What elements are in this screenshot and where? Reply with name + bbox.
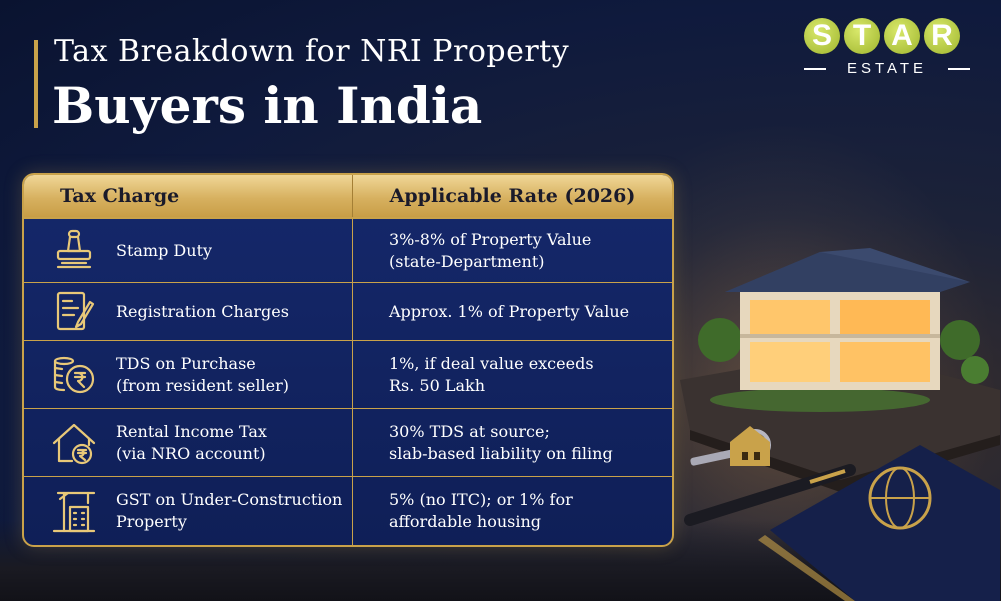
logo-letter: S bbox=[804, 18, 840, 54]
rupee-coins-icon bbox=[53, 356, 95, 393]
rate-text: (state-Department) bbox=[389, 251, 545, 271]
rate-text: Approx. 1% of Property Value bbox=[389, 301, 630, 321]
tax-charge-label: Registration Charges bbox=[116, 301, 289, 321]
house-rupee-icon bbox=[52, 423, 96, 464]
logo-letter: A bbox=[884, 18, 920, 54]
header-tax-charge: Tax Charge bbox=[24, 175, 353, 217]
rate-text: 3%-8% of Property Value bbox=[389, 229, 592, 249]
tax-charge-cell: TDS on Purchase (from resident seller) bbox=[24, 341, 353, 408]
rate-cell: 1%, if deal value exceeds Rs. 50 Lakh bbox=[353, 341, 672, 408]
table-header: Tax Charge Applicable Rate (2026) bbox=[24, 175, 672, 219]
tax-charge-cell: GST on Under-Construction Property bbox=[24, 477, 353, 545]
tax-charge-label: TDS on Purchase bbox=[116, 353, 256, 373]
construction-building-icon bbox=[52, 491, 96, 533]
header-applicable-rate: Applicable Rate (2026) bbox=[389, 185, 636, 207]
table-row: Registration Charges Approx. 1% of Prope… bbox=[24, 283, 672, 341]
page-title-line2: Buyers in India bbox=[52, 76, 483, 135]
rate-text: Rs. 50 Lakh bbox=[389, 375, 486, 395]
rate-cell: Approx. 1% of Property Value bbox=[353, 283, 672, 340]
star-estate-logo: S T A R ESTATE bbox=[804, 18, 970, 77]
logo-letter: R bbox=[924, 18, 960, 54]
table-row: TDS on Purchase (from resident seller) 1… bbox=[24, 341, 672, 409]
rate-text: slab-based liability on filing bbox=[389, 443, 613, 463]
rate-cell: 5% (no ITC); or 1% for affordable housin… bbox=[353, 477, 672, 545]
tax-charge-cell: Stamp Duty bbox=[24, 219, 353, 282]
table-row: GST on Under-Construction Property 5% (n… bbox=[24, 477, 672, 545]
table-row: Stamp Duty 3%-8% of Property Value (stat… bbox=[24, 219, 672, 283]
logo-letter: T bbox=[844, 18, 880, 54]
title-accent-bar bbox=[34, 40, 38, 128]
rate-text: 30% TDS at source; bbox=[389, 421, 550, 441]
property-scene-illustration bbox=[680, 248, 1000, 601]
tax-charge-label: Stamp Duty bbox=[116, 240, 213, 260]
rate-text: 5% (no ITC); or 1% for bbox=[389, 490, 573, 509]
rate-cell: 3%-8% of Property Value (state-Departmen… bbox=[353, 219, 672, 282]
stamp-icon bbox=[56, 229, 92, 268]
rate-text: affordable housing bbox=[389, 512, 541, 531]
rate-text: 1%, if deal value exceeds bbox=[389, 353, 594, 373]
tax-charge-cell: Rental Income Tax (via NRO account) bbox=[24, 409, 353, 476]
tax-table: Tax Charge Applicable Rate (2026) Stamp … bbox=[22, 173, 674, 547]
tax-charge-label: Rental Income Tax bbox=[116, 421, 267, 441]
logo-subtitle-text: ESTATE bbox=[846, 60, 928, 77]
tax-charge-sublabel: Property bbox=[116, 512, 187, 531]
tax-charge-sublabel: (from resident seller) bbox=[116, 375, 289, 395]
logo-letters: S T A R bbox=[804, 18, 970, 54]
page-title-line1: Tax Breakdown for NRI Property bbox=[54, 34, 570, 69]
document-pen-icon bbox=[56, 291, 95, 330]
rate-cell: 30% TDS at source; slab-based liability … bbox=[353, 409, 672, 476]
tax-charge-label: GST on Under-Construction bbox=[116, 490, 343, 509]
tax-charge-cell: Registration Charges bbox=[24, 283, 353, 340]
logo-subtitle: ESTATE bbox=[804, 60, 970, 77]
table-row: Rental Income Tax (via NRO account) 30% … bbox=[24, 409, 672, 477]
tax-charge-sublabel: (via NRO account) bbox=[116, 443, 266, 463]
